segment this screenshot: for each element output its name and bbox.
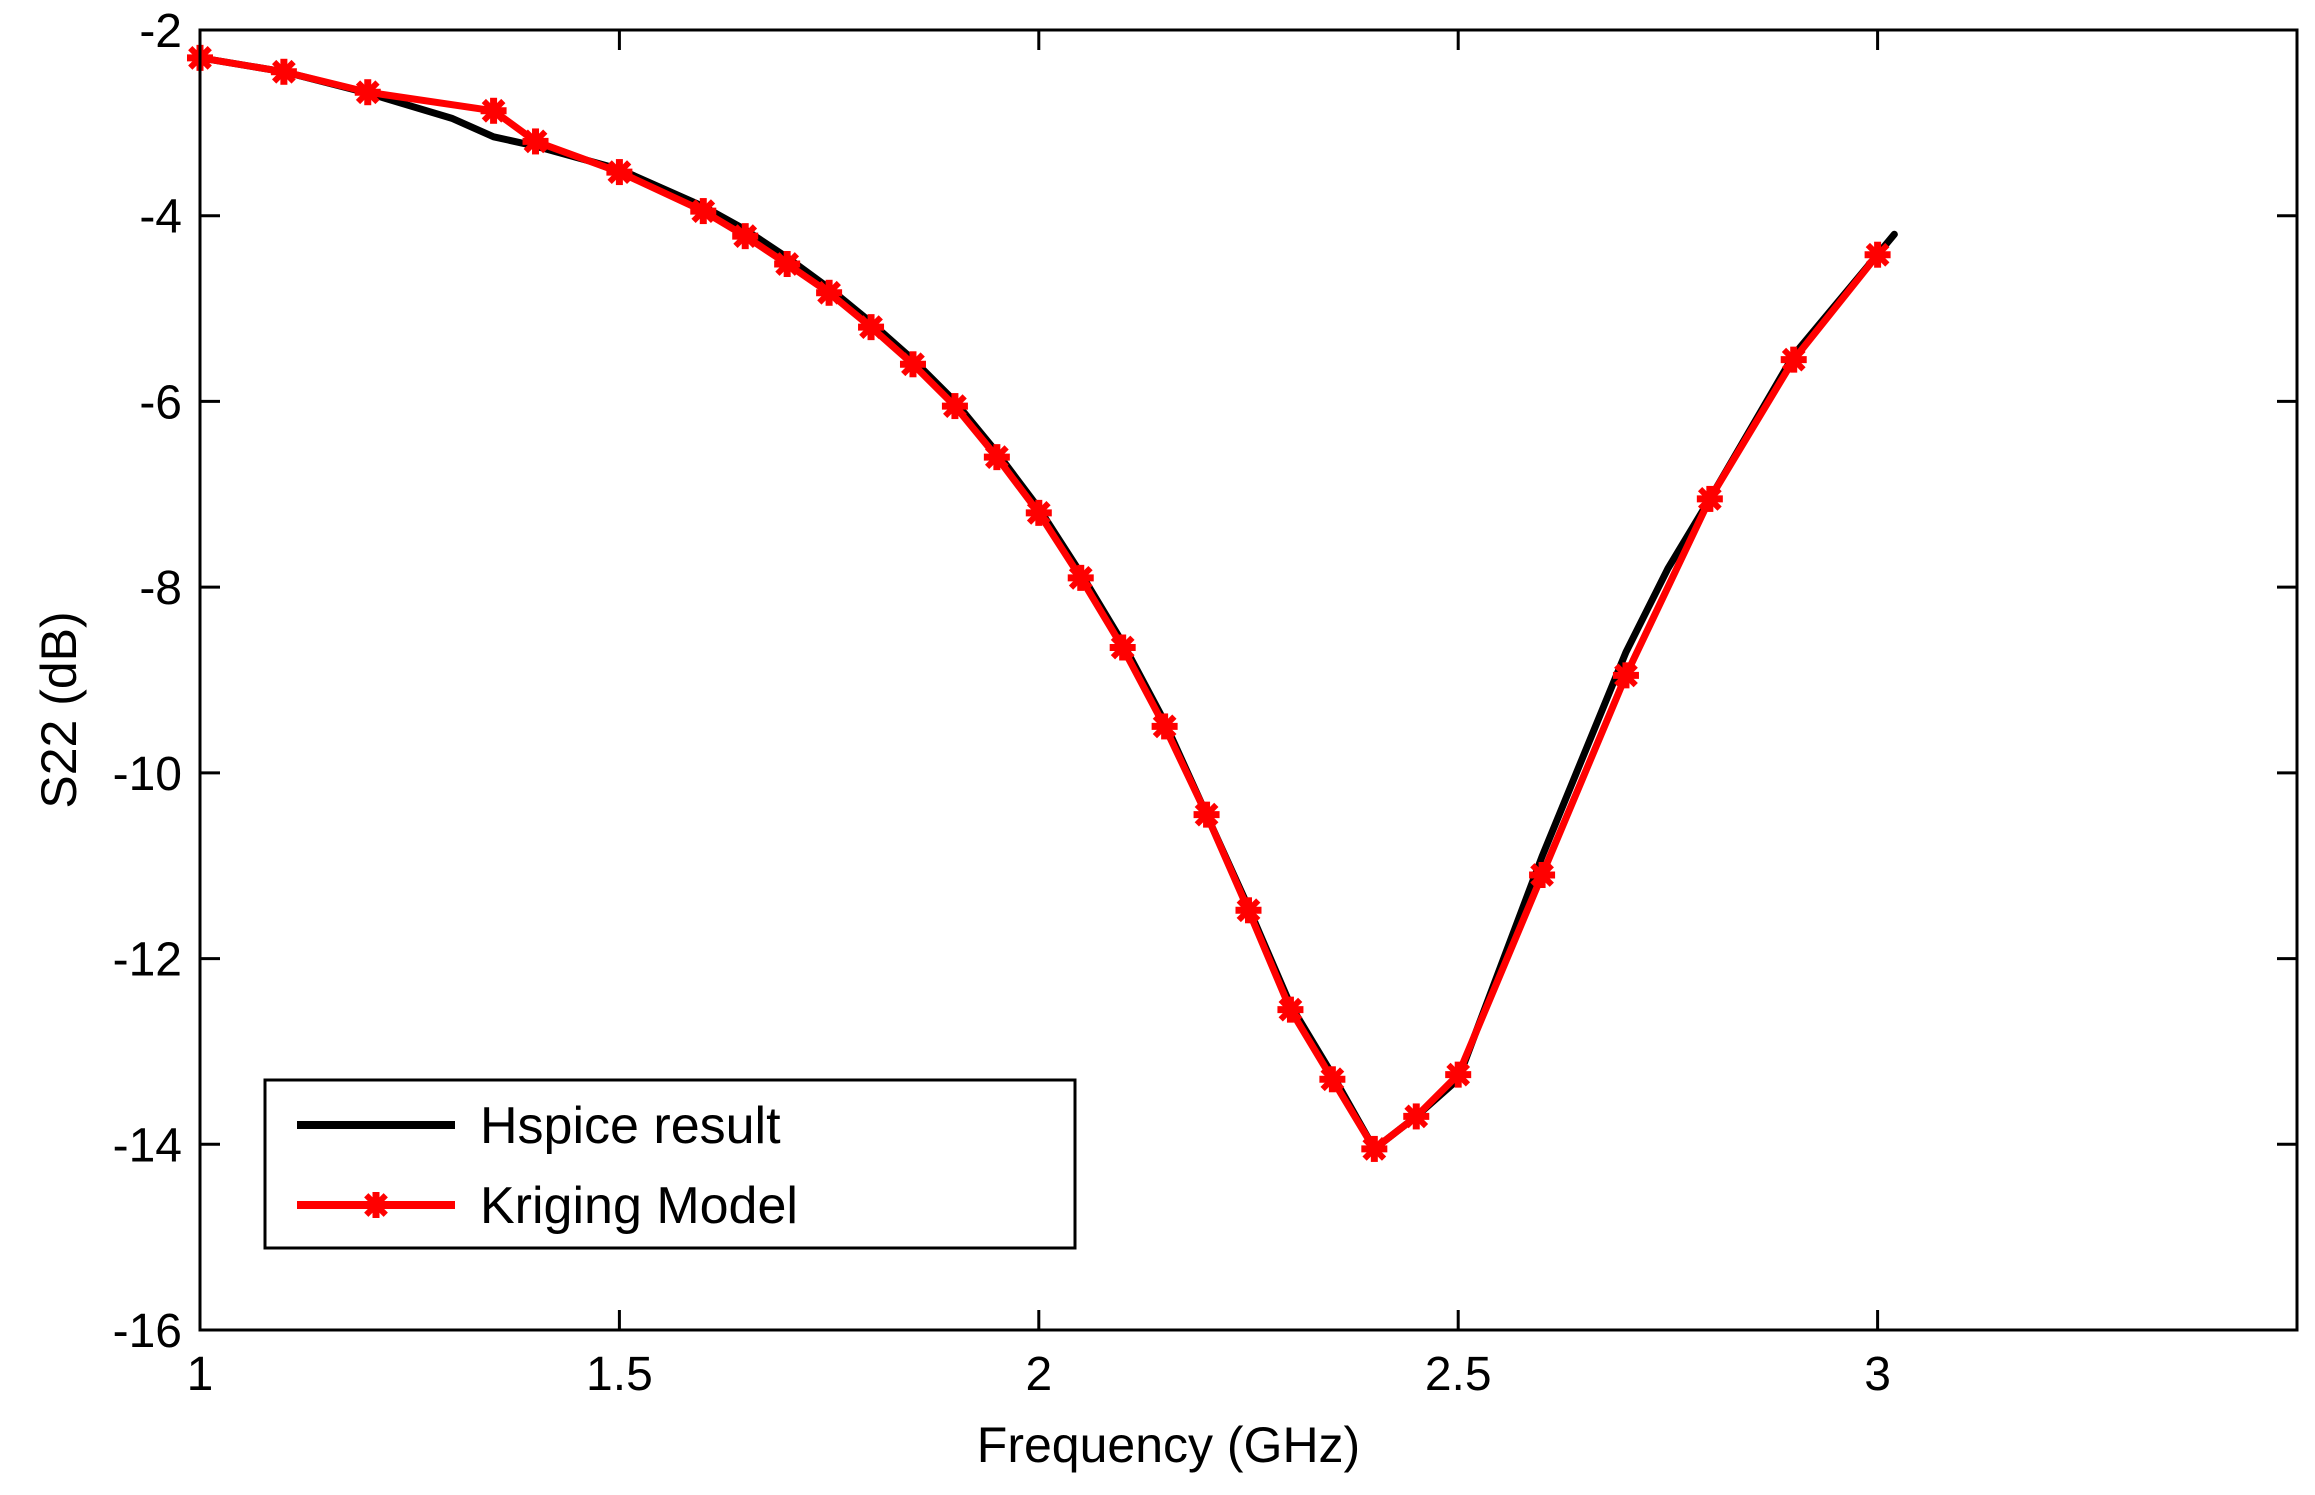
series-line-kriging: [196, 54, 1882, 1153]
marker-stroke: [364, 1193, 388, 1217]
marker-stroke: [817, 280, 841, 305]
marker-stroke: [943, 394, 967, 418]
data-point-kriging: [522, 128, 549, 155]
legend-label-kriging: Kriging Model: [480, 1177, 798, 1235]
marker-stroke: [1236, 898, 1261, 923]
data-point-kriging: [1612, 662, 1639, 689]
data-point-kriging: [1277, 996, 1304, 1023]
marker-stroke: [1865, 242, 1890, 267]
x-tick-label: 3: [1864, 1348, 1891, 1401]
data-point-kriging: [899, 351, 926, 378]
y-tick-label: -2: [139, 5, 182, 58]
data-point-kriging: [1235, 897, 1262, 924]
data-point-kriging: [1193, 801, 1220, 828]
marker-stroke: [1152, 714, 1177, 739]
data-point-kriging: [1864, 241, 1891, 268]
marker-stroke: [1697, 487, 1722, 511]
x-tick-label: 2.5: [1425, 1348, 1492, 1401]
data-point-kriging: [1361, 1135, 1388, 1162]
marker-stroke: [1278, 997, 1303, 1022]
marker-stroke: [1614, 663, 1638, 688]
x-tick-label: 1.5: [586, 1348, 653, 1401]
legend-box: [263, 1078, 1077, 1250]
marker-stroke: [1781, 347, 1806, 372]
y-tick-label: -16: [113, 1305, 182, 1358]
marker-stroke: [1110, 635, 1135, 660]
data-point-kriging: [732, 223, 759, 250]
data-point-kriging: [606, 159, 633, 186]
marker-stroke: [607, 160, 632, 184]
marker-stroke: [1404, 1104, 1429, 1129]
data-point-kriging: [816, 279, 843, 306]
data-point-kriging: [1319, 1066, 1346, 1093]
data-point-kriging: [941, 393, 968, 420]
marker-stroke: [691, 199, 716, 223]
y-tick-label: -4: [139, 191, 182, 244]
marker-stroke: [1362, 1137, 1387, 1161]
marker-stroke: [1194, 802, 1219, 827]
legend-marker-kriging: [363, 1192, 389, 1218]
marker-stroke: [481, 98, 506, 123]
marker-stroke: [272, 59, 296, 84]
data-point-kriging: [1403, 1103, 1430, 1130]
legend: Hspice result Kriging Model: [263, 1078, 1077, 1250]
y-axis-title: S22 (dB): [31, 611, 87, 808]
data-point-kriging: [1780, 346, 1807, 373]
marker-stroke: [984, 445, 1009, 470]
data-point-kriging: [774, 251, 801, 277]
axes-frame: [198, 28, 2299, 1332]
data-point-kriging: [858, 314, 885, 341]
marker-stroke: [1446, 1062, 1471, 1087]
data-point-kriging: [1529, 862, 1556, 888]
data-point-kriging: [690, 198, 717, 225]
data-point-kriging: [1696, 485, 1723, 512]
marker-stroke: [1068, 565, 1093, 590]
marker-stroke: [859, 315, 883, 340]
marker-stroke: [1026, 500, 1051, 525]
data-point-kriging: [1445, 1061, 1472, 1088]
marker-stroke: [1530, 863, 1554, 887]
tick-labels: 1 1.5 2 2.5 3 -2 -4 -6 -8 -10 -12 -14 -16: [113, 5, 1891, 1401]
y-tick-label: -14: [113, 1119, 182, 1172]
x-axis-title: Frequency (GHz): [977, 1417, 1360, 1473]
marker-stroke: [1320, 1067, 1345, 1092]
legend-marker-asterisk: [363, 1192, 389, 1218]
data-point-kriging: [983, 444, 1010, 471]
data-point-kriging: [480, 97, 507, 124]
data-point-kriging: [354, 79, 381, 106]
data-point-kriging: [270, 58, 297, 85]
marker-stroke: [523, 129, 548, 154]
marker-stroke: [775, 252, 800, 276]
data-point-kriging: [1025, 499, 1052, 526]
x-tick-label: 1: [187, 1348, 214, 1401]
y-tick-label: -6: [139, 376, 182, 429]
x-tick-label: 2: [1025, 1348, 1052, 1401]
data-point-kriging: [1067, 564, 1094, 591]
y-tick-label: -10: [113, 748, 182, 801]
data-point-kriging: [1109, 634, 1136, 661]
y-tick-label: -8: [139, 562, 182, 615]
plot-lines: [187, 44, 1898, 1162]
legend-label-hspice: Hspice result: [480, 1097, 781, 1155]
marker-stroke: [355, 80, 380, 105]
y-tick-label: -12: [113, 934, 182, 987]
data-point-kriging: [1151, 713, 1178, 740]
marker-stroke: [901, 352, 925, 377]
marker-stroke: [733, 224, 758, 249]
